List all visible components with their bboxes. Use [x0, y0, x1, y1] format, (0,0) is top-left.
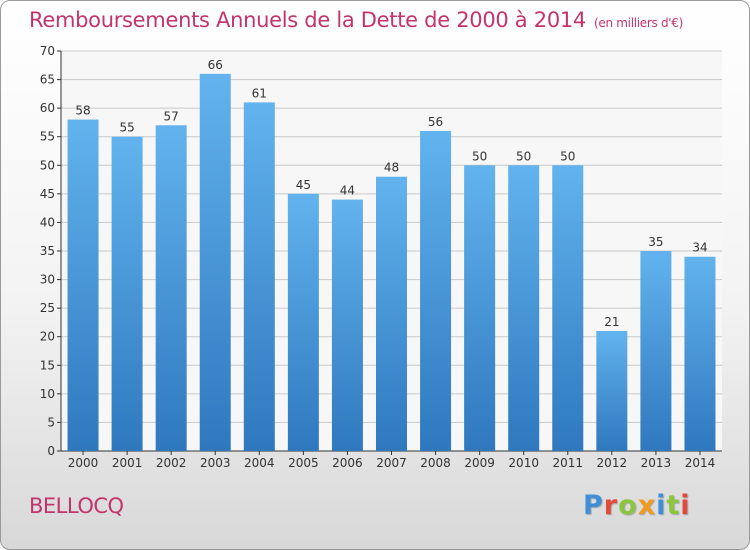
bar — [464, 165, 496, 452]
y-tick-label: 5 — [47, 415, 55, 429]
y-tick-label: 60 — [40, 101, 55, 115]
brand-logo: Proxiti — [583, 490, 691, 521]
data-label: 21 — [604, 315, 619, 329]
data-label: 44 — [340, 184, 355, 198]
data-label: 45 — [296, 178, 311, 192]
data-label: 58 — [75, 104, 90, 118]
bar — [640, 251, 672, 451]
bar — [287, 193, 319, 451]
data-label: 66 — [208, 58, 223, 72]
title-text: Remboursements Annuels de la Dette de 20… — [29, 8, 586, 32]
y-tick-label: 70 — [40, 44, 55, 58]
data-label: 50 — [516, 149, 531, 163]
y-tick-label: 25 — [40, 301, 55, 315]
x-tick-label: 2008 — [420, 456, 451, 470]
bar — [331, 199, 363, 451]
data-label: 61 — [252, 86, 267, 100]
x-tick-label: 2014 — [685, 456, 716, 470]
data-label: 50 — [560, 149, 575, 163]
x-tick-label: 2006 — [332, 456, 363, 470]
y-tick-label: 45 — [40, 187, 55, 201]
bar — [155, 125, 187, 452]
data-label: 57 — [164, 109, 179, 123]
data-label: 55 — [119, 121, 134, 135]
x-tick-label: 2005 — [288, 456, 319, 470]
y-tick-label: 55 — [40, 130, 55, 144]
x-tick-label: 2007 — [376, 456, 407, 470]
y-tick-label: 65 — [40, 73, 55, 87]
y-tick-label: 10 — [40, 387, 55, 401]
x-tick-label: 2001 — [112, 456, 143, 470]
bar — [376, 176, 407, 451]
y-tick-label: 40 — [40, 215, 55, 229]
y-tick-label: 20 — [40, 330, 55, 344]
brand-letter: x — [637, 490, 657, 521]
data-label: 35 — [648, 235, 663, 249]
brand-letter: o — [618, 490, 638, 521]
bar — [420, 131, 452, 451]
brand-letter: P — [583, 490, 604, 521]
bar — [199, 73, 231, 451]
brand-letter: t — [666, 490, 681, 521]
bar — [552, 165, 584, 452]
brand-letter: i — [656, 490, 667, 521]
bar — [596, 331, 628, 451]
x-tick-label: 2002 — [156, 456, 187, 470]
brand-letter: i — [680, 490, 691, 521]
x-tick-label: 2009 — [464, 456, 495, 470]
commune-name: BELLOCQ — [29, 494, 124, 518]
y-tick-label: 50 — [40, 158, 55, 172]
bar — [111, 136, 143, 451]
bar — [684, 256, 716, 451]
y-tick-label: 15 — [40, 358, 55, 372]
x-tick-label: 2013 — [641, 456, 672, 470]
x-tick-label: 2004 — [244, 456, 275, 470]
x-tick-label: 2003 — [200, 456, 231, 470]
x-tick-label: 2000 — [68, 456, 99, 470]
bar — [243, 102, 275, 451]
x-tick-label: 2011 — [552, 456, 583, 470]
y-tick-label: 30 — [40, 273, 55, 287]
data-label: 34 — [692, 241, 707, 255]
chart-subtitle: (en milliers d'€) — [594, 16, 684, 30]
bar — [508, 165, 540, 452]
bar — [67, 119, 99, 452]
x-tick-label: 2012 — [597, 456, 628, 470]
y-tick-label: 35 — [40, 244, 55, 258]
data-label: 50 — [472, 149, 487, 163]
data-label: 56 — [428, 115, 443, 129]
brand-letter: r — [603, 490, 619, 521]
chart-title: Remboursements Annuels de la Dette de 20… — [29, 8, 683, 32]
y-tick-label: 0 — [47, 444, 55, 458]
data-label: 48 — [384, 161, 399, 175]
x-tick-label: 2010 — [508, 456, 539, 470]
